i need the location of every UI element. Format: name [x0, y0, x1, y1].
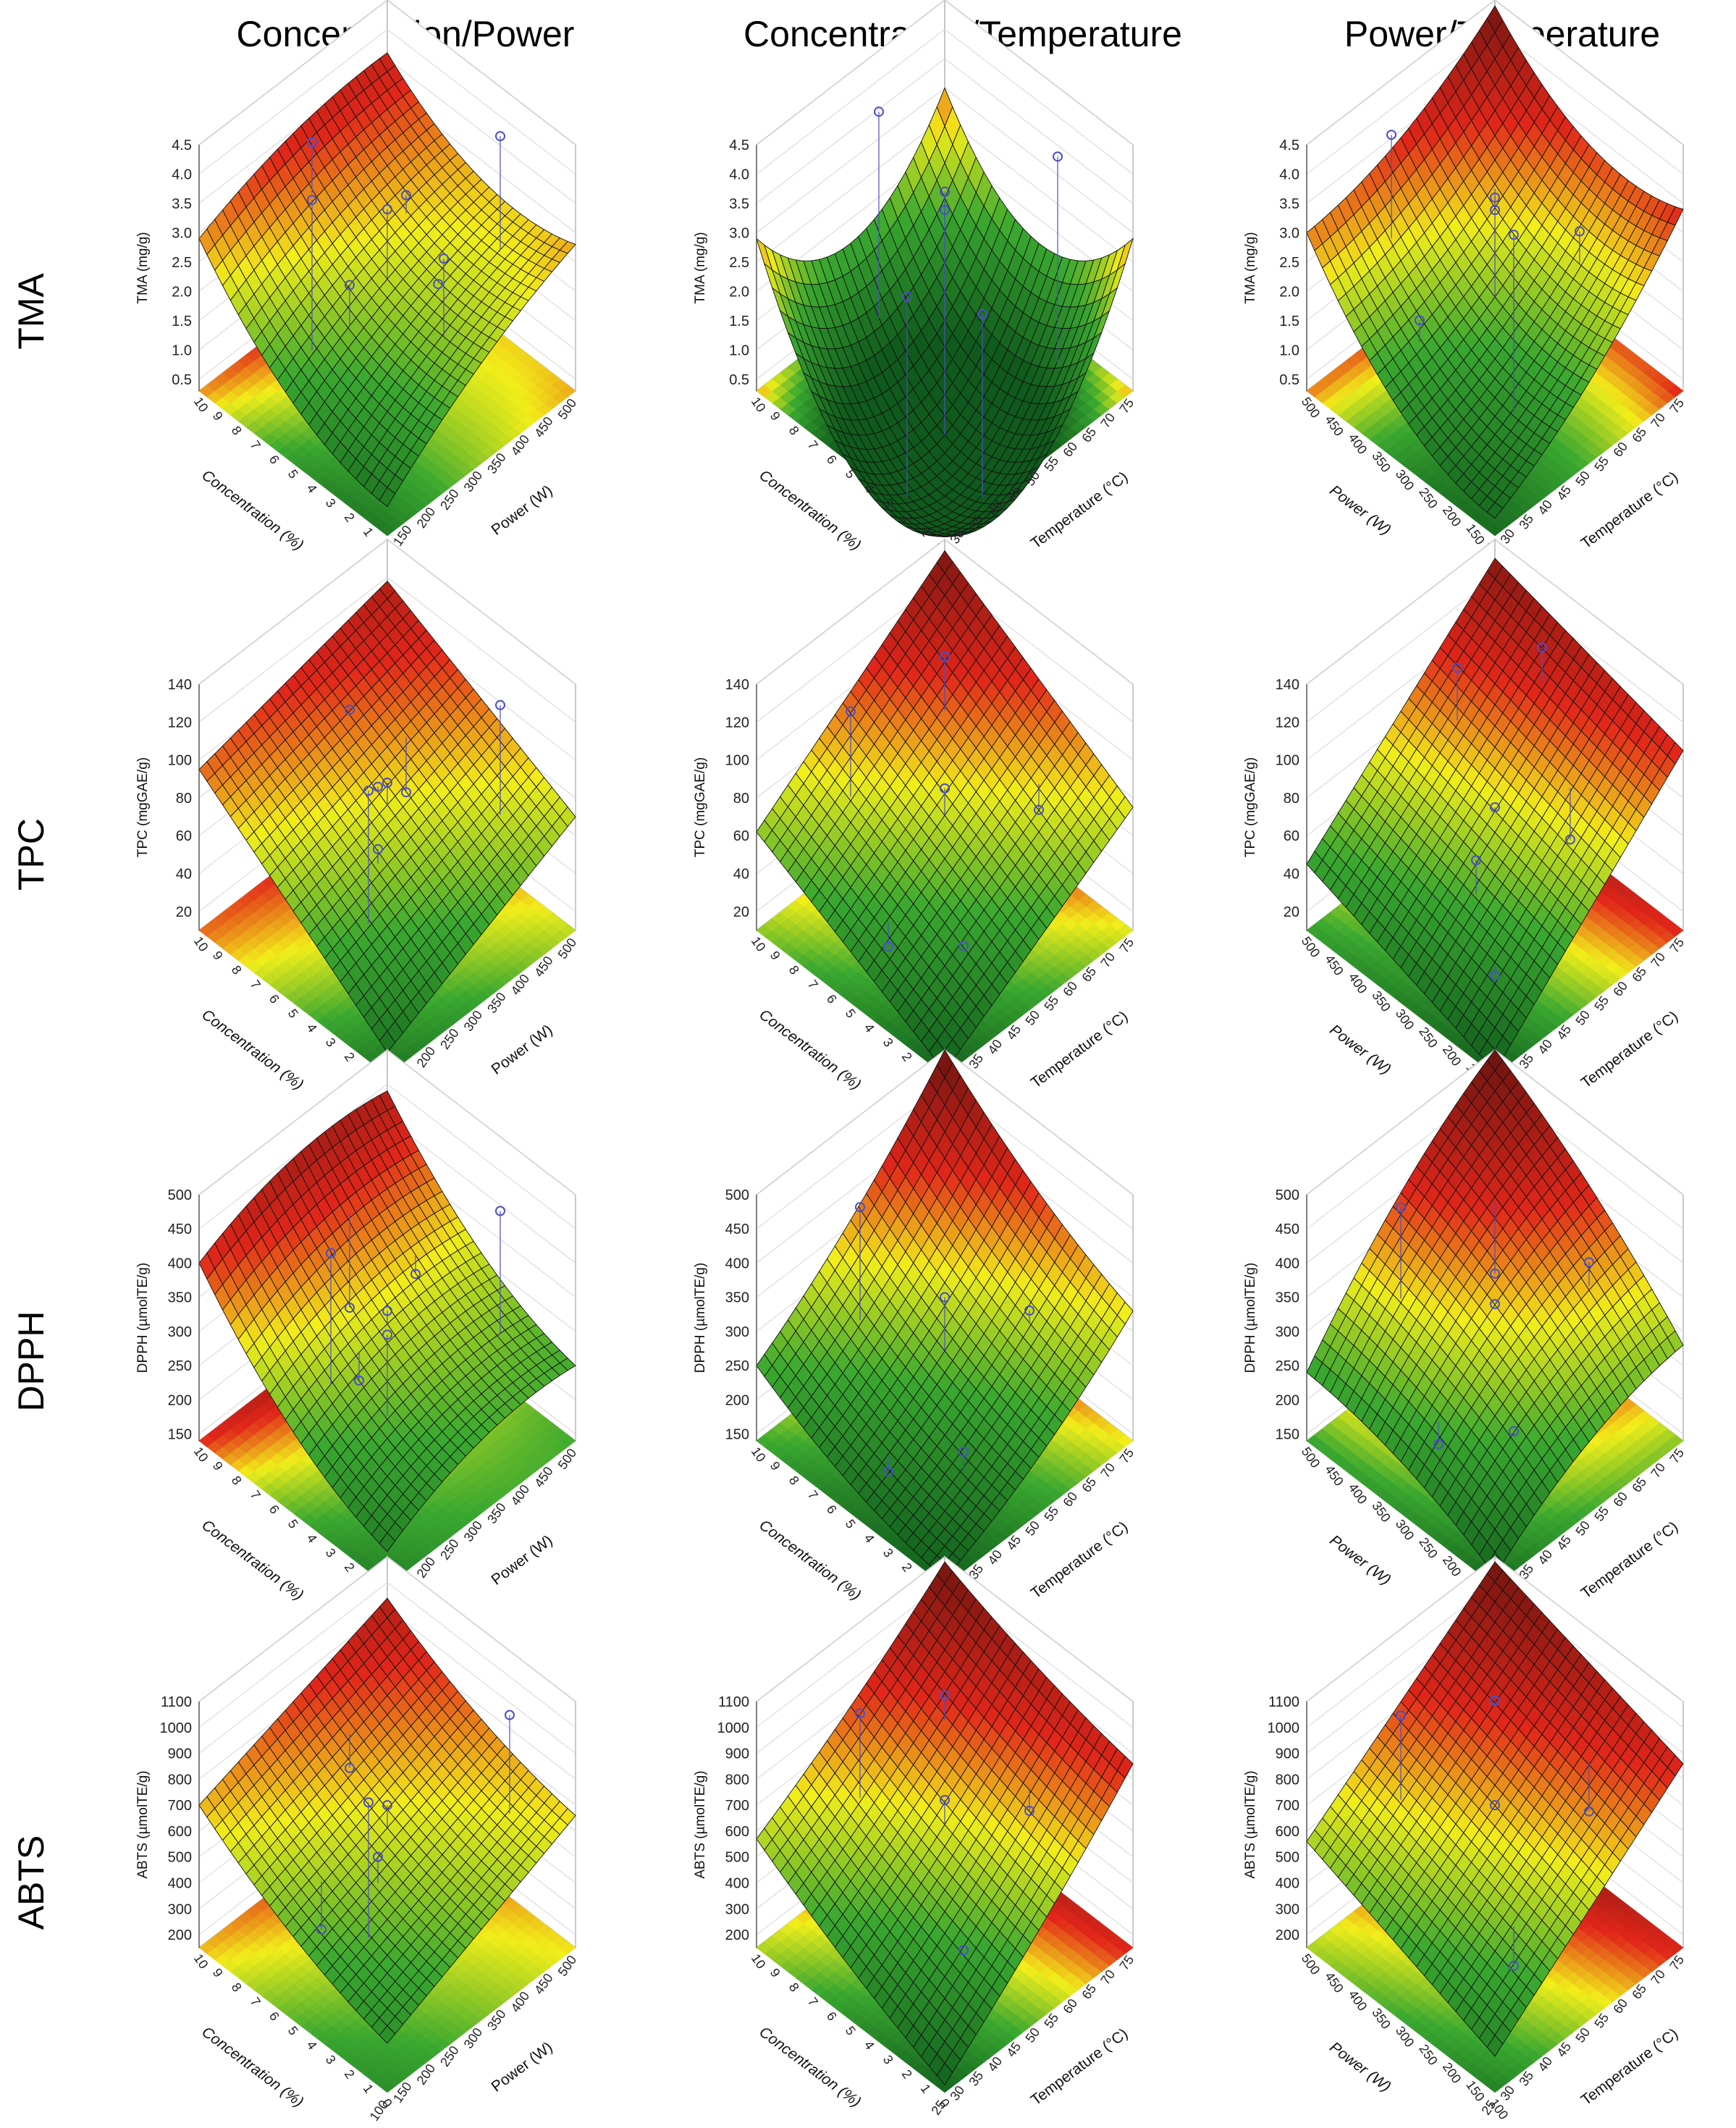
z-tick-label: 140	[168, 677, 192, 693]
z-tick-label: 2.5	[1279, 255, 1299, 271]
z-tick-label: 1.5	[172, 314, 192, 329]
z-tick-label: 20	[176, 904, 192, 920]
x-tick-label: 4	[304, 1021, 320, 1035]
x-tick-label: 8	[229, 963, 245, 977]
x-tick-label: 8	[229, 424, 245, 438]
x-axis-label: Power (W)	[1326, 482, 1394, 539]
x-tick-label: 7	[805, 438, 821, 453]
z-tick-label: 1.0	[729, 342, 749, 358]
x-tick-label: 6	[266, 992, 282, 1006]
z-tick-label: 4.5	[172, 138, 192, 153]
z-tick-label: 120	[168, 715, 192, 731]
x-tick-label: 9	[767, 409, 783, 424]
row-title-tpc: TPC	[11, 818, 51, 891]
y-axis-label: Temperature (°C)	[1028, 468, 1132, 552]
z-tick-label: 2.5	[729, 255, 749, 271]
x-tick-label: 2	[342, 1050, 358, 1064]
z-tick-label: 0.5	[729, 372, 749, 388]
x-tick-label: 4	[304, 481, 320, 496]
z-tick-label: 2.0	[172, 284, 192, 300]
x-tick-label: 6	[824, 453, 840, 467]
z-gridline	[198, 28, 576, 174]
x-tick-label: 5	[285, 1006, 301, 1021]
z-tick-label: 3.0	[172, 225, 192, 241]
y-axis-label: Power (W)	[489, 482, 556, 539]
x-tick-label: 8	[786, 424, 802, 438]
z-tick-label: 3.0	[1279, 225, 1299, 241]
z-tick-label: 60	[176, 828, 192, 844]
x-tick-label: 3	[323, 496, 339, 510]
x-tick-label: 5	[285, 467, 301, 481]
z-tick-label: 3.5	[172, 196, 192, 212]
z-tick-label: 4.0	[729, 167, 749, 182]
x-tick-label: 3	[323, 1035, 339, 1050]
z-tick-label: 3.0	[729, 225, 749, 241]
x-tick-label: 9	[210, 949, 226, 963]
z-tick-label: 4.0	[1279, 167, 1299, 182]
x-tick-label: 9	[210, 409, 226, 424]
z-tick-label: 100	[168, 753, 192, 769]
z-axis-label: TPC (mgGAE/g)	[135, 757, 151, 857]
z-tick-label: 0.5	[172, 372, 192, 388]
z-tick-label: 3.5	[729, 196, 749, 212]
z-tick-label: 2.5	[172, 255, 192, 271]
row-title-dpph: DPPH	[11, 1311, 51, 1412]
x-tick-label: 7	[248, 438, 264, 453]
z-tick-label: 2.0	[729, 284, 749, 300]
x-tick-label: 2	[342, 510, 358, 525]
x-tick-label: 5	[843, 467, 859, 481]
z-tick-label: 4.5	[1279, 138, 1299, 153]
row-title-tma: TMA	[11, 273, 51, 350]
z-tick-label: 80	[176, 791, 192, 807]
z-tick-label: 1.5	[1279, 314, 1299, 329]
x-tick-label: 7	[248, 977, 264, 992]
y-axis-label: Temperature (°C)	[1578, 468, 1682, 552]
z-tick-label: 1.5	[729, 314, 749, 329]
z-tick-label: 40	[176, 867, 192, 883]
x-tick-label: 1	[361, 525, 376, 539]
z-axis-label: TMA (mg/g)	[693, 232, 708, 303]
z-tick-label: 1.0	[1279, 342, 1299, 358]
z-tick-label: 0.5	[1279, 372, 1299, 388]
z-tick-label: 4.5	[729, 138, 749, 153]
z-gridline	[198, 0, 576, 146]
z-tick-label: 3.5	[1279, 196, 1299, 212]
z-tick-label: 1.0	[172, 342, 192, 358]
row-title-abts: ABTS	[11, 1835, 51, 1930]
z-tick-label: 2.0	[1279, 284, 1299, 300]
x-tick-label: 6	[266, 453, 282, 467]
y-axis-label: Power (W)	[489, 1022, 556, 1078]
z-axis-label: TMA (mg/g)	[135, 232, 151, 303]
z-axis-label: TMA (mg/g)	[1243, 232, 1258, 303]
z-tick-label: 4.0	[172, 167, 192, 182]
